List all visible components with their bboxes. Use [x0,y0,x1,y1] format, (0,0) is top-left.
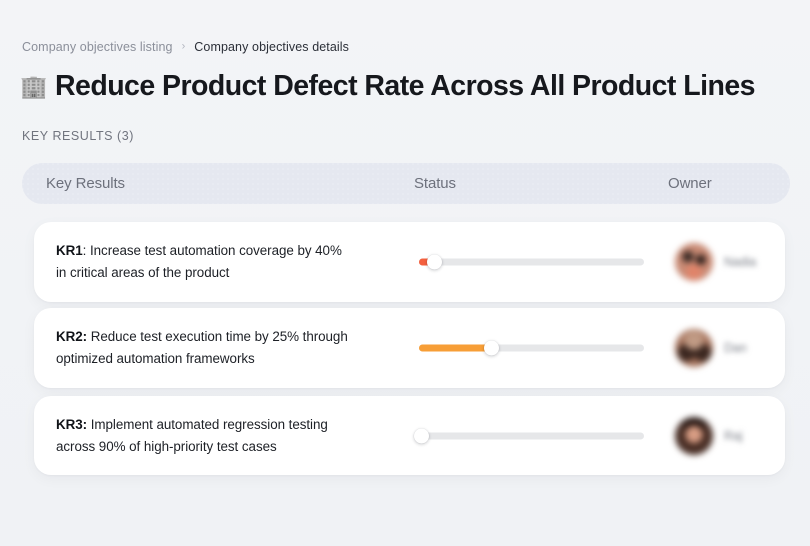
key-result-line-1-text: Reduce test execution time by 25% throug… [87,329,348,344]
key-result-text: KR2: Reduce test execution time by 25% t… [56,308,396,388]
avatar [675,416,713,455]
progress-fill [419,258,435,266]
table-row[interactable]: KR3: Implement automated regression test… [34,396,785,475]
owner-cell[interactable]: Raj [675,416,743,455]
key-result-separator: : [82,416,88,432]
chevron-right-icon: › [181,40,186,53]
key-result-separator: : [82,243,87,258]
owner-cell[interactable]: Dan [675,329,747,367]
key-result-separator: : [82,329,88,344]
progress-handle[interactable] [427,254,443,270]
key-result-tag: KR3 [56,416,83,432]
key-result-line-2: in critical areas of the product [56,265,230,280]
key-results-section-label: KEY RESULTS (3) [22,129,134,143]
key-result-line-1-text: Increase test automation coverage by 40% [86,243,342,258]
breadcrumb-link-listing[interactable]: Company objectives listing [22,40,173,54]
page-title-row: 🏢 Reduce Product Defect Rate Across All … [20,66,755,106]
page-title: Reduce Product Defect Rate Across All Pr… [55,70,755,102]
progress-track[interactable] [419,432,644,439]
key-result-line-1-text: Implement automated regression testing [87,416,328,432]
key-result-line-2: optimized automation frameworks [56,351,255,366]
avatar [675,329,713,367]
progress-fill [419,344,491,352]
owner-name: Raj [724,428,743,443]
key-result-text: KR1: Increase test automation coverage b… [56,222,396,302]
progress-slider[interactable] [413,427,644,445]
owner-name: Nadia [724,255,757,269]
progress-handle[interactable] [413,428,429,443]
progress-slider[interactable] [419,339,644,357]
breadcrumb-current-details: Company objectives details [194,40,350,54]
key-result-tag: KR2 [56,329,83,344]
key-result-text: KR3: Implement automated regression test… [56,396,396,475]
office-buildings-icon: 🏢 [20,74,48,99]
progress-track[interactable] [419,258,644,266]
column-header-owner: Owner [668,175,712,192]
table-row[interactable]: KR1: Increase test automation coverage b… [34,222,785,302]
table-header-bar: Key Results Status Owner [22,163,790,204]
key-result-line-1: KR3: Implement automated regression test… [56,415,396,435]
avatar [675,243,713,281]
column-header-status: Status [414,175,456,192]
owner-name: Dan [724,341,747,355]
table-row[interactable]: KR2: Reduce test execution time by 25% t… [34,308,785,388]
progress-handle[interactable] [483,340,499,356]
progress-track[interactable] [419,344,644,352]
owner-cell[interactable]: Nadia [675,243,756,281]
breadcrumb: Company objectives listing › Company obj… [22,38,349,56]
key-result-line-1: KR2: Reduce test execution time by 25% t… [56,327,396,347]
key-result-tag: KR1 [56,243,83,258]
column-header-key-results: Key Results [46,175,125,192]
progress-slider[interactable] [419,253,644,271]
key-result-line-1: KR1: Increase test automation coverage b… [56,241,396,261]
key-result-line-2: across 90% of high-priority test cases [56,438,277,454]
